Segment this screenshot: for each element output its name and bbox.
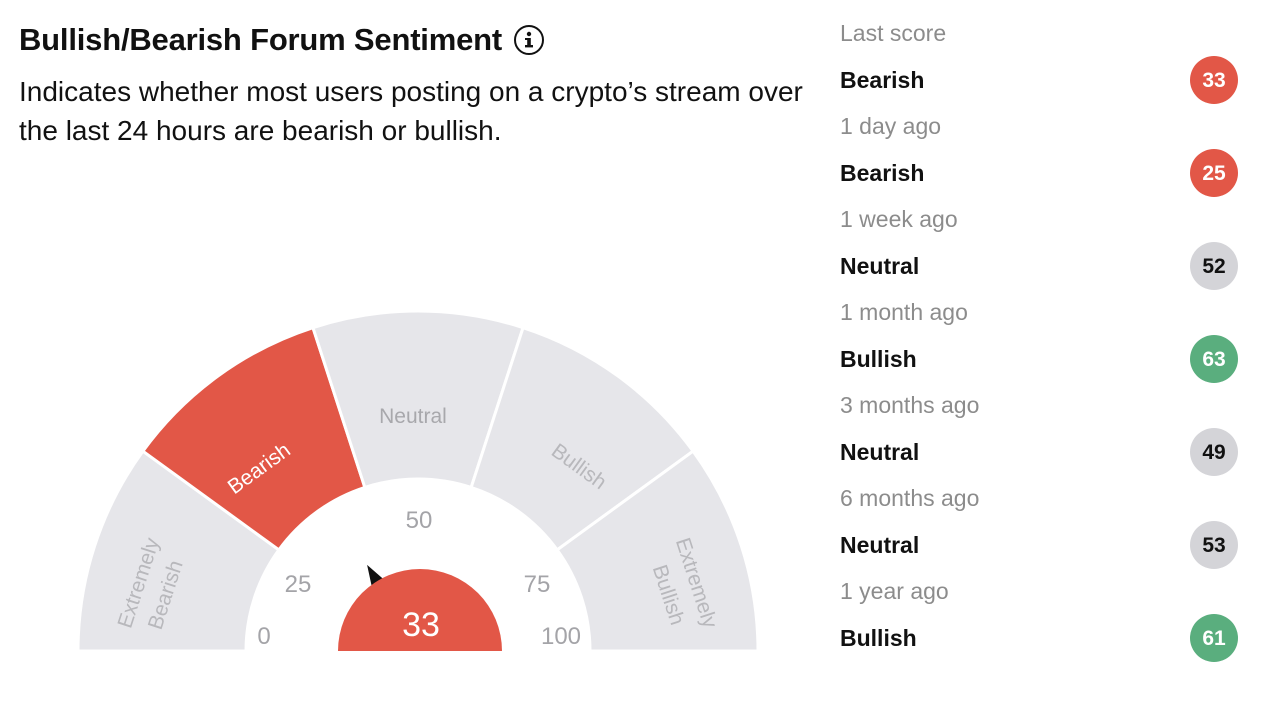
score-badge: 61 xyxy=(1190,614,1238,662)
score-badge: 63 xyxy=(1190,335,1238,383)
history-period: Last score xyxy=(840,20,947,46)
sentiment-panel: Bullish/Bearish Forum Sentiment Indicate… xyxy=(19,22,803,653)
description: Indicates whether most users posting on … xyxy=(19,76,803,146)
history-label: Bearish xyxy=(840,160,925,186)
history-period: 1 year ago xyxy=(840,578,949,604)
list-item: 3 months ago Neutral 49 xyxy=(840,386,1240,479)
tick-25: 25 xyxy=(285,571,312,598)
score-history-list: Last score Bearish 33 1 day ago Bearish … xyxy=(840,14,1240,665)
history-period: 3 months ago xyxy=(840,392,980,418)
tick-0: 0 xyxy=(257,623,270,650)
history-label: Bearish xyxy=(840,67,925,93)
current-score: 33 xyxy=(402,606,440,644)
score-badge: 25 xyxy=(1190,149,1238,197)
list-item: 1 week ago Neutral 52 xyxy=(840,200,1240,293)
score-dome xyxy=(338,569,502,651)
sentiment-gauge: Extremely Bearish Bearish Neutral Bullis… xyxy=(0,300,840,665)
tick-75: 75 xyxy=(524,571,551,598)
segment-label-neutral: Neutral xyxy=(379,405,447,428)
gauge-svg: Extremely Bearish Bearish Neutral Bullis… xyxy=(76,309,760,653)
list-item: 6 months ago Neutral 53 xyxy=(840,479,1240,572)
info-glyph xyxy=(525,31,533,48)
segment-extremely-bullish xyxy=(555,449,760,653)
info-icon[interactable] xyxy=(514,25,544,55)
list-item: 1 month ago Bullish 63 xyxy=(840,293,1240,386)
tick-100: 100 xyxy=(541,623,581,650)
score-badge: 53 xyxy=(1190,521,1238,569)
history-period: 1 week ago xyxy=(840,206,958,232)
history-period: 1 month ago xyxy=(840,299,968,325)
page-title: Bullish/Bearish Forum Sentiment xyxy=(19,22,502,57)
score-badge: 33 xyxy=(1190,56,1238,104)
history-period: 6 months ago xyxy=(840,485,980,511)
history-label: Neutral xyxy=(840,439,920,465)
history-period: 1 day ago xyxy=(840,113,942,139)
history-label: Neutral xyxy=(840,532,920,558)
list-item: 1 year ago Bullish 61 xyxy=(840,572,1240,665)
list-item: Last score Bearish 33 xyxy=(840,14,1240,107)
score-badge: 49 xyxy=(1190,428,1238,476)
score-badge: 52 xyxy=(1190,242,1238,290)
title-row: Bullish/Bearish Forum Sentiment xyxy=(19,22,544,58)
history-label: Bullish xyxy=(840,625,917,651)
list-item: 1 day ago Bearish 25 xyxy=(840,107,1240,200)
history-label: Bullish xyxy=(840,346,917,372)
history-label: Neutral xyxy=(840,253,920,279)
tick-50: 50 xyxy=(406,507,433,534)
